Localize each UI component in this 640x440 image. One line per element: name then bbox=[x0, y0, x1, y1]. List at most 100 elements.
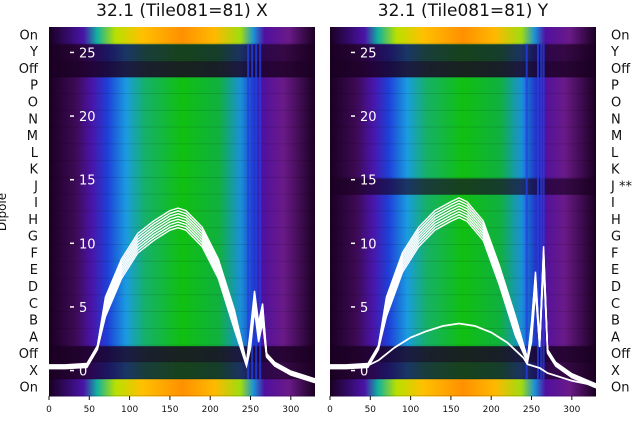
dipole-row-band bbox=[330, 312, 596, 330]
dipole-label: J ** bbox=[610, 179, 632, 194]
dipole-row-band bbox=[49, 295, 315, 313]
x-tick-label: 0 bbox=[327, 405, 333, 415]
dipole-label: O bbox=[611, 95, 621, 110]
dipole-row-band bbox=[330, 161, 596, 179]
dipole-label: P bbox=[30, 79, 38, 94]
dipole-label: On bbox=[20, 28, 38, 43]
dipole-row-band bbox=[330, 94, 596, 112]
dipole-label: K bbox=[29, 163, 38, 178]
rfi-channel-line bbox=[540, 43, 543, 380]
panel-title: 32.1 (Tile081=81) Y bbox=[378, 1, 549, 21]
dipole-row-band bbox=[49, 312, 315, 330]
dipole-label: A bbox=[611, 330, 620, 345]
x-tick-label: 200 bbox=[202, 405, 219, 415]
dipole-row-band bbox=[330, 228, 596, 246]
x-tick-label: 50 bbox=[365, 405, 377, 415]
dipole-label: Y bbox=[29, 45, 38, 60]
dipole-row-band bbox=[330, 110, 596, 129]
x-tick-label: 300 bbox=[563, 405, 580, 415]
dipole-row-band bbox=[330, 328, 596, 347]
dipole-label: X bbox=[611, 364, 620, 379]
dipole-label: F bbox=[611, 246, 618, 261]
x-tick-label: 200 bbox=[483, 405, 500, 415]
x-tick-label: 100 bbox=[121, 405, 138, 415]
dipole-label: Off bbox=[19, 62, 39, 77]
dipole-label: D bbox=[28, 280, 38, 295]
dipole-label: E bbox=[611, 263, 619, 278]
dipole-label: P bbox=[611, 79, 619, 94]
x-tick-label: 150 bbox=[161, 405, 178, 415]
rfi-channel-line bbox=[247, 43, 250, 380]
dipole-label: O bbox=[28, 95, 38, 110]
overlay-tick-label: 10 bbox=[360, 237, 377, 252]
overlay-tick-label: 0 bbox=[360, 365, 368, 380]
dipole-row-band bbox=[49, 77, 315, 95]
dipole-label: G bbox=[28, 230, 38, 245]
spectrum-trace bbox=[49, 207, 316, 380]
x-tick-label: 250 bbox=[523, 405, 540, 415]
dipole-row-band bbox=[330, 60, 596, 78]
dipole-label: B bbox=[29, 314, 38, 329]
dipole-row-band bbox=[330, 127, 596, 145]
dipole-label: L bbox=[31, 146, 39, 161]
dipole-label: C bbox=[611, 297, 620, 312]
x-tick-label: 250 bbox=[242, 405, 259, 415]
rfi-channel-line bbox=[542, 43, 545, 380]
dipole-row-band bbox=[49, 94, 315, 112]
y-axis-label: Dipole bbox=[0, 193, 9, 231]
dipole-label: On bbox=[611, 381, 629, 396]
dipole-label: Off bbox=[611, 62, 631, 77]
overlay-tick-label: 15 bbox=[79, 174, 96, 189]
dipole-label: J bbox=[33, 179, 38, 194]
dipole-label: Off bbox=[611, 347, 631, 362]
dipole-row-band bbox=[49, 261, 315, 280]
dipole-row-band bbox=[330, 362, 596, 380]
dipole-label: M bbox=[27, 129, 38, 144]
dipole-label: Y bbox=[610, 45, 619, 60]
heatmap-panel-1 bbox=[49, 27, 315, 397]
dipole-label: Off bbox=[19, 347, 39, 362]
x-tick-label: 0 bbox=[46, 405, 52, 415]
dipole-row-band bbox=[49, 60, 315, 78]
dipole-row-band bbox=[330, 261, 596, 280]
overlay-tick-label: 25 bbox=[360, 46, 377, 61]
dipole-label: A bbox=[29, 330, 38, 345]
dipole-row-band bbox=[330, 144, 596, 162]
dipole-label: K bbox=[611, 163, 620, 178]
dipole-label: H bbox=[28, 213, 38, 228]
x-tick-label: 150 bbox=[442, 405, 459, 415]
dipole-label: N bbox=[28, 112, 38, 127]
dipole-label: L bbox=[611, 146, 619, 161]
dipole-row-band bbox=[330, 278, 596, 296]
x-tick-label: 50 bbox=[84, 405, 96, 415]
dipole-row-band bbox=[330, 177, 596, 196]
dipole-row-band bbox=[49, 379, 315, 397]
dipole-row-band bbox=[330, 379, 596, 397]
dipole-row-band bbox=[330, 43, 596, 62]
dipole-row-band bbox=[330, 295, 596, 313]
rfi-channel-line bbox=[525, 43, 528, 380]
overlay-tick-label: 0 bbox=[79, 365, 87, 380]
dipole-label: X bbox=[29, 364, 38, 379]
dipole-row-band bbox=[330, 245, 596, 263]
dipole-label: G bbox=[611, 230, 621, 245]
dipole-label: On bbox=[20, 381, 38, 396]
dipole-label: C bbox=[29, 297, 38, 312]
overlay-tick-label: 20 bbox=[360, 110, 377, 125]
spectrum-trace bbox=[329, 322, 597, 387]
dipole-label: F bbox=[31, 246, 38, 261]
x-tick-label: 300 bbox=[282, 405, 299, 415]
overlay-tick-label: 5 bbox=[79, 301, 87, 316]
spectrum-trace bbox=[330, 197, 597, 385]
dipole-label: I bbox=[34, 196, 38, 211]
dipole-row-band bbox=[49, 127, 315, 145]
overlay-tick-label: 10 bbox=[79, 237, 96, 252]
dipole-row-band bbox=[49, 144, 315, 162]
dipole-label: H bbox=[611, 213, 621, 228]
dipole-label: I bbox=[611, 196, 615, 211]
rfi-channel-line bbox=[255, 43, 258, 380]
overlay-tick-label: 20 bbox=[79, 110, 96, 125]
dipole-label: D bbox=[611, 280, 621, 295]
dipole-row-band bbox=[49, 27, 315, 45]
